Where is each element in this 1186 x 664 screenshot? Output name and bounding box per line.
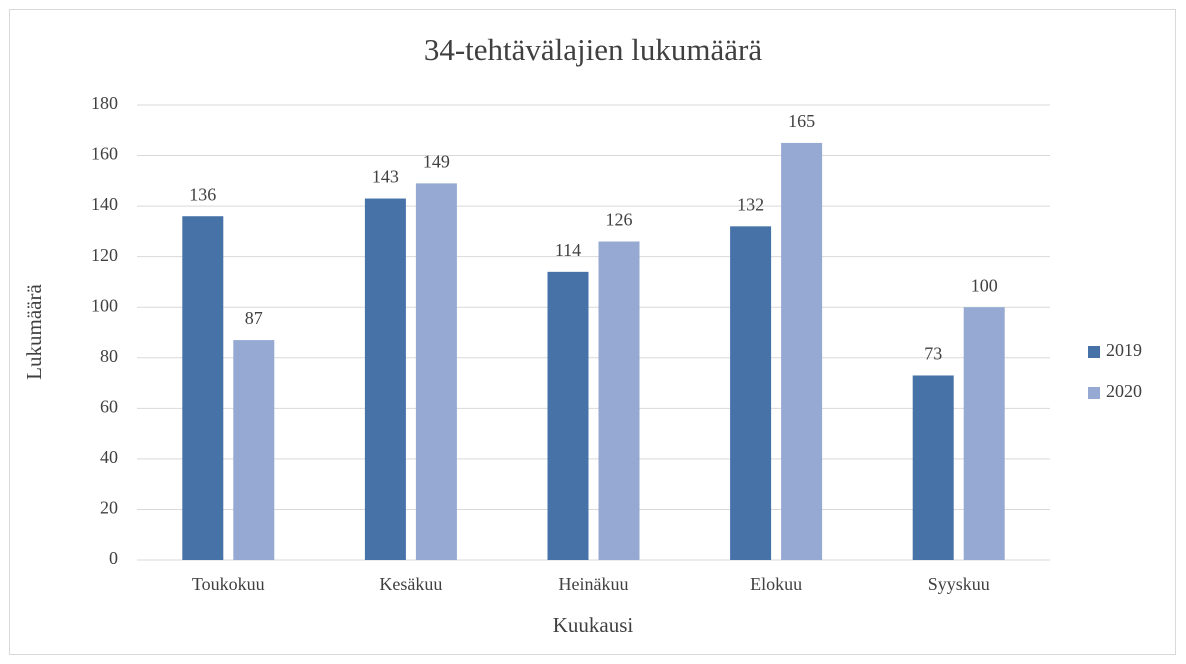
y-tick-label: 80 (100, 346, 118, 366)
y-tick-label: 100 (91, 295, 118, 315)
bar (182, 216, 224, 560)
x-tick-label: Kesäkuu (379, 574, 442, 594)
x-tick-label: Heinäkuu (559, 574, 629, 594)
data-label: 73 (924, 344, 942, 364)
bar (233, 340, 275, 560)
legend-label: 2020 (1106, 381, 1142, 401)
x-axis-title: Kuukausi (553, 613, 634, 637)
x-tick-label: Syyskuu (928, 574, 990, 594)
data-label: 143 (372, 167, 399, 187)
legend-swatch (1088, 387, 1100, 399)
legend-label: 2019 (1106, 340, 1142, 360)
y-tick-label: 20 (100, 498, 118, 518)
chart-title: 34-tehtävälajien lukumäärä (424, 32, 763, 67)
data-label: 100 (971, 275, 998, 295)
legend-swatch (1088, 346, 1100, 358)
y-axis-title: Lukumäärä (22, 284, 46, 380)
data-label: 149 (423, 151, 450, 171)
bar (912, 375, 954, 560)
data-label: 165 (788, 111, 815, 131)
bar (781, 142, 823, 560)
y-tick-label: 160 (91, 144, 118, 164)
data-label: 114 (555, 240, 581, 260)
y-tick-label: 0 (109, 548, 118, 568)
y-tick-label: 180 (91, 93, 118, 113)
bar (730, 226, 772, 561)
data-label: 126 (606, 210, 633, 230)
data-label: 132 (737, 194, 764, 214)
data-label: 87 (245, 308, 263, 328)
bar (598, 241, 640, 560)
data-label: 136 (189, 184, 216, 204)
x-tick-label: Toukokuu (192, 574, 265, 594)
y-tick-label: 120 (91, 245, 118, 265)
bar (963, 307, 1005, 560)
y-tick-label: 60 (100, 396, 118, 416)
bar (364, 198, 406, 560)
y-tick-label: 140 (91, 194, 118, 214)
bar (415, 183, 457, 560)
y-tick-label: 40 (100, 447, 118, 467)
bar (547, 271, 589, 560)
x-tick-label: Elokuu (750, 574, 802, 594)
